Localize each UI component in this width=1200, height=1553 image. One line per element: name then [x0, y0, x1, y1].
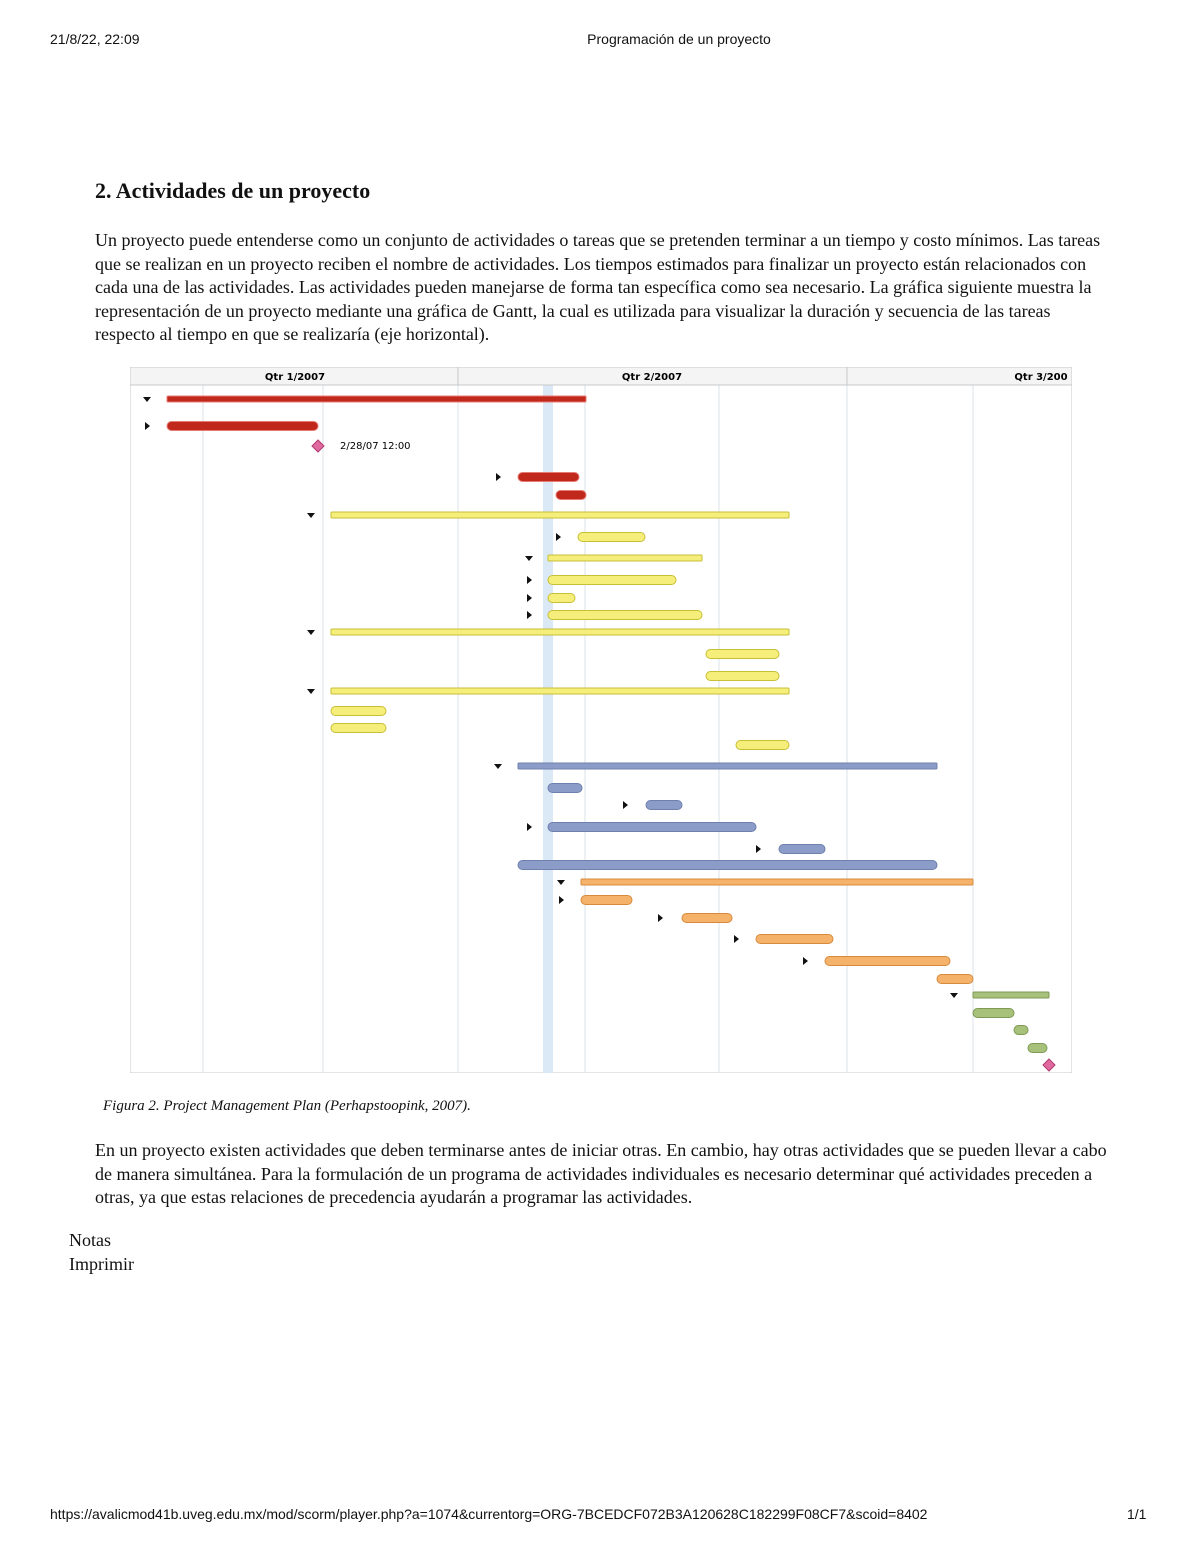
- task-bar: [1027, 1043, 1048, 1053]
- task-bar: [1013, 1025, 1029, 1035]
- disclosure-triangle: [556, 533, 561, 541]
- disclosure-triangle: [307, 513, 315, 518]
- task-bar: [517, 860, 938, 870]
- disclosure-triangle: [527, 594, 532, 602]
- disclosure-triangle: [143, 397, 151, 402]
- gantt-figure: Qtr 1/2007 Qtr 2/2007 Qtr 3/200 2/28/07 …: [130, 367, 1072, 1073]
- print-title: Programación de un proyecto: [587, 31, 771, 47]
- heading: 2. Actividades de un proyecto: [95, 178, 371, 203]
- summary-bar: [547, 554, 703, 562]
- summary-bar: [330, 687, 790, 695]
- summary-bar: [972, 991, 1050, 999]
- task-bar: [577, 532, 646, 542]
- task-bar: [166, 421, 319, 431]
- task-bar: [547, 593, 576, 603]
- task-bar: [547, 822, 757, 832]
- task-bar: [330, 706, 387, 716]
- print-datetime: 21/8/22, 22:09: [50, 31, 140, 47]
- disclosure-triangle: [557, 880, 565, 885]
- task-bar: [972, 1008, 1015, 1018]
- disclosure-triangle: [527, 576, 532, 584]
- column-label: Qtr 1/2007: [265, 372, 325, 383]
- disclosure-triangle: [803, 957, 808, 965]
- summary-bar: [330, 628, 790, 636]
- disclosure-triangle: [145, 422, 150, 430]
- disclosure-triangle: [525, 556, 533, 561]
- disclosure-triangle: [756, 845, 761, 853]
- print-page: 1/1: [1127, 1506, 1147, 1522]
- task-bar: [547, 783, 583, 793]
- task-bar: [778, 844, 826, 854]
- milestone: [1042, 1058, 1056, 1072]
- caption: Figura 2. Project Management Plan (Perha…: [103, 1098, 471, 1114]
- milestone-label: 2/28/07 12:00: [340, 441, 411, 452]
- summary-bar: [166, 395, 587, 403]
- task-bar: [330, 723, 387, 733]
- disclosure-triangle: [307, 689, 315, 694]
- disclosure-triangle: [496, 473, 501, 481]
- task-bar: [824, 956, 951, 966]
- task-bar: [547, 575, 677, 585]
- paragraph: En un proyecto existen actividades que d…: [95, 1140, 1107, 1207]
- disclosure-triangle: [527, 611, 532, 619]
- disclosure-triangle: [559, 896, 564, 904]
- task-bar: [755, 934, 834, 944]
- milestone: [311, 439, 325, 453]
- link[interactable]: Imprimir: [69, 1254, 134, 1274]
- disclosure-triangle: [950, 993, 958, 998]
- task-bar: [681, 913, 733, 923]
- paragraph: Un proyecto puede entenderse como un con…: [95, 230, 1101, 344]
- task-bar: [580, 895, 633, 905]
- disclosure-triangle: [734, 935, 739, 943]
- print-url: https://avalicmod41b.uveg.edu.mx/mod/sco…: [50, 1506, 928, 1522]
- task-bar: [645, 800, 683, 810]
- column-label: Qtr 2/2007: [622, 372, 682, 383]
- disclosure-triangle: [527, 823, 532, 831]
- link[interactable]: Notas: [69, 1230, 111, 1250]
- task-bar: [547, 610, 703, 620]
- task-bar: [555, 490, 587, 500]
- timeline-header: [130, 367, 1072, 386]
- disclosure-triangle: [658, 914, 663, 922]
- task-bar: [936, 974, 974, 984]
- disclosure-triangle: [307, 630, 315, 635]
- task-bar: [517, 472, 580, 482]
- summary-bar: [330, 511, 790, 519]
- task-bar: [735, 740, 790, 750]
- task-bar: [705, 671, 780, 681]
- summary-bar: [517, 762, 938, 770]
- summary-bar: [580, 878, 974, 886]
- disclosure-triangle: [623, 801, 628, 809]
- frame: [130, 367, 1072, 1073]
- task-bar: [705, 649, 780, 659]
- column-label: Qtr 3/200: [1014, 372, 1067, 383]
- today-band: [543, 385, 553, 1073]
- disclosure-triangle: [494, 764, 502, 769]
